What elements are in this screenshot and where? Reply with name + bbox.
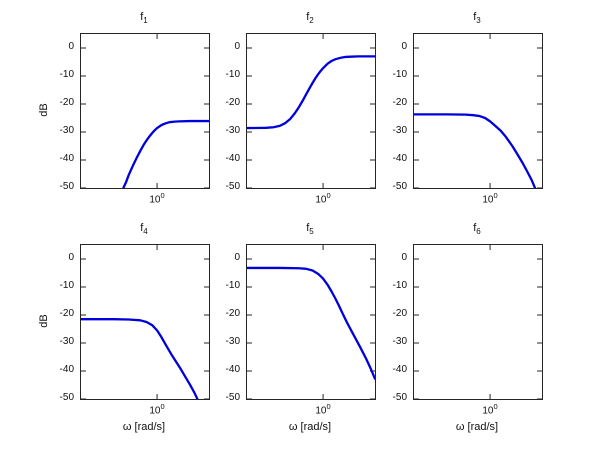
x-tick-exponent: 0 bbox=[160, 402, 165, 411]
y-tick-label: -10 bbox=[59, 280, 74, 291]
y-tick-label: -10 bbox=[392, 69, 407, 80]
x-tick-exponent: 0 bbox=[493, 191, 498, 200]
x-tick-base: 10 bbox=[315, 405, 327, 417]
y-tick-label: -50 bbox=[392, 392, 407, 403]
x-tick-label: 100 bbox=[300, 191, 346, 205]
x-tick-base: 10 bbox=[482, 194, 494, 206]
title-subscript: 6 bbox=[476, 227, 481, 237]
x-tick-label: 100 bbox=[300, 402, 346, 416]
x-axis-label: ω [rad/s] bbox=[455, 421, 499, 433]
subplot-f4: f4 dB 0 -10 -20 -30 -40 -50 100 ω [rad/s] bbox=[30, 218, 222, 442]
axes-box bbox=[246, 33, 376, 189]
response-curve bbox=[414, 113, 537, 188]
title-text: f bbox=[473, 11, 477, 23]
subplot-f5: f5 0 -10 -20 -30 -40 -50 100 ω [rad/s] bbox=[196, 218, 388, 442]
plot-canvas bbox=[81, 245, 209, 399]
axes-box bbox=[246, 244, 376, 400]
subplot-title: f6 bbox=[413, 222, 541, 242]
y-tick-label: 0 bbox=[401, 41, 407, 52]
response-curve bbox=[247, 55, 375, 130]
x-tick-label: 100 bbox=[467, 191, 513, 205]
x-tick-base: 10 bbox=[149, 405, 161, 417]
y-tick-label: 0 bbox=[68, 41, 74, 52]
y-tick-label: -20 bbox=[392, 308, 407, 319]
y-tick-label: -40 bbox=[59, 153, 74, 164]
title-subscript: 4 bbox=[143, 227, 148, 237]
title-subscript: 2 bbox=[309, 16, 314, 26]
x-tick-label: 100 bbox=[134, 402, 180, 416]
y-tick-label: -50 bbox=[392, 181, 407, 192]
y-tick-label: 0 bbox=[234, 252, 240, 263]
y-tick-label: 0 bbox=[401, 252, 407, 263]
axes-box bbox=[413, 33, 543, 189]
title-text: f bbox=[306, 11, 310, 23]
plot-canvas bbox=[414, 34, 542, 188]
response-curve bbox=[81, 318, 199, 399]
subplot-f3: f3 0 -10 -20 -30 -40 -50 100 bbox=[363, 7, 555, 231]
y-tick-label: -30 bbox=[225, 336, 240, 347]
subplot-f2: f2 0 -10 -20 -30 -40 -50 100 bbox=[196, 7, 388, 231]
subplot-f1: f1 dB 0 -10 -20 -30 -40 -50 100 bbox=[30, 7, 222, 231]
subplot-title: f2 bbox=[246, 11, 374, 31]
subplot-title: f4 bbox=[80, 222, 208, 242]
y-tick-label: -20 bbox=[392, 97, 407, 108]
x-tick-label: 100 bbox=[134, 191, 180, 205]
plot-canvas bbox=[247, 34, 375, 188]
subplot-title: f1 bbox=[80, 11, 208, 31]
title-text: f bbox=[140, 222, 144, 234]
y-tick-label: -50 bbox=[225, 392, 240, 403]
y-tick-label: 0 bbox=[234, 41, 240, 52]
x-tick-exponent: 0 bbox=[160, 191, 165, 200]
axes-box bbox=[413, 244, 543, 400]
x-tick-exponent: 0 bbox=[326, 402, 331, 411]
y-tick-label: -30 bbox=[59, 336, 74, 347]
x-tick-base: 10 bbox=[482, 405, 494, 417]
x-axis-label: ω [rad/s] bbox=[288, 421, 332, 433]
x-tick-base: 10 bbox=[149, 194, 161, 206]
y-tick-label: -40 bbox=[225, 153, 240, 164]
y-tick-label: 0 bbox=[68, 252, 74, 263]
x-tick-exponent: 0 bbox=[493, 402, 498, 411]
y-tick-label: -40 bbox=[392, 153, 407, 164]
y-tick-label: -40 bbox=[59, 364, 74, 375]
y-tick-label: -20 bbox=[225, 308, 240, 319]
y-tick-label: -50 bbox=[59, 392, 74, 403]
x-axis-label: ω [rad/s] bbox=[122, 421, 166, 433]
plot-canvas bbox=[81, 34, 209, 188]
plot-canvas bbox=[414, 245, 542, 399]
y-tick-label: -50 bbox=[225, 181, 240, 192]
axes-box bbox=[80, 33, 210, 189]
y-tick-label: -10 bbox=[59, 69, 74, 80]
y-tick-label: -10 bbox=[392, 280, 407, 291]
y-tick-label: -10 bbox=[225, 280, 240, 291]
title-subscript: 5 bbox=[309, 227, 314, 237]
y-tick-label: -40 bbox=[225, 364, 240, 375]
axes-box bbox=[80, 244, 210, 400]
x-tick-exponent: 0 bbox=[326, 191, 331, 200]
y-tick-label: -20 bbox=[225, 97, 240, 108]
title-text: f bbox=[306, 222, 310, 234]
response-curve bbox=[122, 119, 209, 188]
plot-canvas bbox=[247, 245, 375, 399]
y-tick-label: -10 bbox=[225, 69, 240, 80]
title-text: f bbox=[473, 222, 477, 234]
y-tick-label: -50 bbox=[59, 181, 74, 192]
title-subscript: 1 bbox=[143, 16, 148, 26]
subplot-title: f5 bbox=[246, 222, 374, 242]
y-tick-label: -20 bbox=[59, 97, 74, 108]
subplot-title: f3 bbox=[413, 11, 541, 31]
x-tick-base: 10 bbox=[315, 194, 327, 206]
y-tick-label: -20 bbox=[59, 308, 74, 319]
title-subscript: 3 bbox=[476, 16, 481, 26]
y-tick-label: -30 bbox=[392, 336, 407, 347]
y-tick-label: -30 bbox=[59, 125, 74, 136]
y-tick-label: -40 bbox=[392, 364, 407, 375]
x-tick-label: 100 bbox=[467, 402, 513, 416]
y-tick-label: -30 bbox=[392, 125, 407, 136]
response-curve bbox=[247, 266, 375, 380]
subplot-f6: f6 0 -10 -20 -30 -40 -50 100 ω [rad/s] bbox=[363, 218, 555, 442]
title-text: f bbox=[140, 11, 144, 23]
y-tick-label: -30 bbox=[225, 125, 240, 136]
